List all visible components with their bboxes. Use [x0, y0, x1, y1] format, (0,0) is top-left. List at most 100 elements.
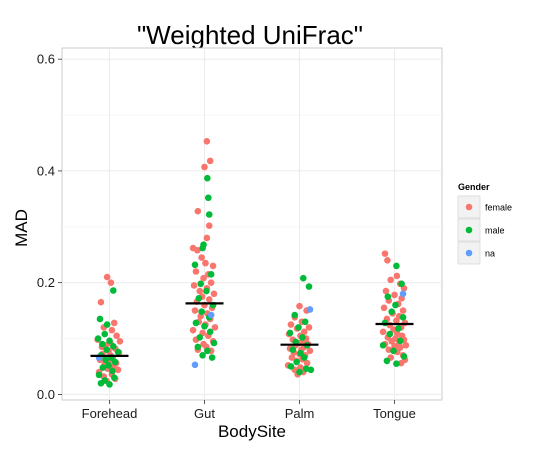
plot-panel [61, 47, 443, 401]
x-tick-label-forehead: Forehead [82, 406, 138, 421]
point-male-tongue-65 [388, 308, 395, 316]
point-female-tongue-105 [387, 276, 395, 284]
point-male-forehead-2 [103, 321, 111, 328]
point-male-gut-35 [192, 319, 200, 327]
point-female-gut-35 [203, 234, 211, 242]
point-female-tongue-103 [384, 257, 391, 264]
point-male-tongue-73 [400, 353, 408, 360]
point-male-gut-42 [199, 352, 206, 359]
point-female-gut-44 [207, 279, 215, 286]
point-female-palm-75 [305, 324, 313, 331]
y-axis-ticks: 0.0 0.2 0.4 0.6 [37, 52, 62, 402]
point-male-gut-23 [205, 194, 212, 202]
legend-entries: female male na [457, 195, 512, 265]
point-male-forehead-9 [114, 348, 122, 356]
point-male-palm-48 [295, 324, 302, 331]
point-female-tongue-108 [382, 287, 390, 295]
point-male-tongue-70 [396, 337, 404, 345]
point-male-palm-49 [286, 329, 294, 337]
point-male-gut-24 [205, 211, 213, 218]
point-female-gut-32 [201, 163, 208, 171]
point-female-gut-43 [200, 274, 207, 282]
point-male-forehead-5 [106, 337, 113, 345]
point-male-palm-60 [307, 366, 315, 374]
point-female-tongue-113 [380, 304, 388, 312]
point-male-palm-56 [293, 358, 300, 366]
point-male-tongue-64 [392, 301, 399, 309]
point-male-forehead-12 [102, 356, 109, 364]
point-male-forehead-0 [110, 287, 117, 294]
point-male-gut-29 [197, 280, 204, 288]
point-male-forehead-8 [103, 346, 110, 354]
point-male-forehead-3 [101, 330, 109, 338]
legend-swatch-male [465, 226, 473, 234]
point-female-gut-47 [196, 287, 204, 295]
point-female-gut-60 [211, 324, 219, 331]
point-female-palm-96 [303, 359, 311, 367]
point-female-tongue-118 [393, 317, 400, 324]
point-male-forehead-14 [105, 362, 112, 369]
point-male-tongue-68 [395, 325, 402, 332]
point-female-tongue-132 [402, 341, 410, 349]
point-female-tongue-104 [393, 272, 401, 280]
point-male-forehead-7 [110, 343, 117, 350]
point-male-palm-59 [296, 368, 303, 376]
point-male-tongue-67 [381, 319, 389, 327]
y-tick-label-0: 0.0 [37, 387, 55, 402]
legend-title: Gender [458, 182, 490, 192]
point-male-palm-55 [300, 354, 308, 361]
point-female-gut-54 [191, 307, 199, 314]
point-female-gut-39 [202, 259, 209, 267]
point-na-tongue-4 [399, 290, 407, 298]
point-female-gut-34 [205, 222, 213, 229]
point-male-forehead-13 [111, 358, 119, 366]
point-male-gut-26 [199, 244, 206, 252]
point-na-gut-1 [191, 361, 199, 369]
point-male-gut-36 [201, 322, 208, 330]
point-male-tongue-69 [386, 330, 394, 338]
point-male-gut-38 [196, 334, 204, 341]
point-female-tongue-129 [388, 338, 395, 345]
point-male-forehead-18 [110, 374, 118, 381]
point-female-forehead-28 [116, 338, 124, 345]
point-female-gut-50 [205, 296, 213, 303]
x-tick-label-palm: Palm [285, 406, 315, 421]
point-male-palm-44 [300, 274, 307, 282]
x-axis-title: BodySite [218, 422, 286, 441]
point-female-tongue-114 [399, 307, 407, 314]
point-male-forehead-15 [99, 364, 107, 371]
point-male-tongue-74 [383, 357, 391, 365]
point-female-gut-37 [194, 246, 201, 254]
point-male-tongue-66 [399, 314, 407, 321]
point-female-forehead-2 [97, 298, 105, 306]
point-male-palm-47 [301, 318, 309, 326]
point-male-tongue-63 [384, 293, 392, 300]
point-male-gut-27 [191, 261, 199, 269]
point-female-palm-74 [287, 321, 295, 328]
point-female-palm-70 [296, 302, 303, 310]
point-male-palm-53 [289, 346, 297, 354]
point-female-forehead-1 [107, 279, 115, 286]
point-male-tongue-72 [390, 347, 397, 355]
legend-swatch-female [465, 203, 473, 211]
point-female-gut-31 [206, 157, 214, 165]
point-male-gut-39 [210, 339, 218, 347]
point-male-gut-33 [198, 308, 205, 316]
point-male-gut-41 [204, 347, 211, 355]
median-lines [90, 302, 414, 357]
point-male-forehead-4 [94, 335, 102, 342]
point-male-gut-31 [195, 295, 203, 302]
point-female-gut-61 [189, 326, 197, 334]
point-female-forehead-5 [108, 326, 116, 334]
x-axis-ticks: Forehead Gut Palm Tongue [82, 400, 416, 421]
point-male-forehead-21 [106, 381, 113, 388]
point-male-tongue-62 [398, 280, 405, 288]
point-female-gut-33 [194, 207, 202, 215]
point-female-forehead-3 [110, 319, 118, 327]
point-male-gut-28 [207, 270, 215, 278]
y-axis-title: MAD [12, 209, 31, 247]
point-male-forehead-17 [95, 371, 103, 379]
legend-swatch-na [465, 249, 473, 257]
point-male-gut-37 [206, 328, 214, 336]
